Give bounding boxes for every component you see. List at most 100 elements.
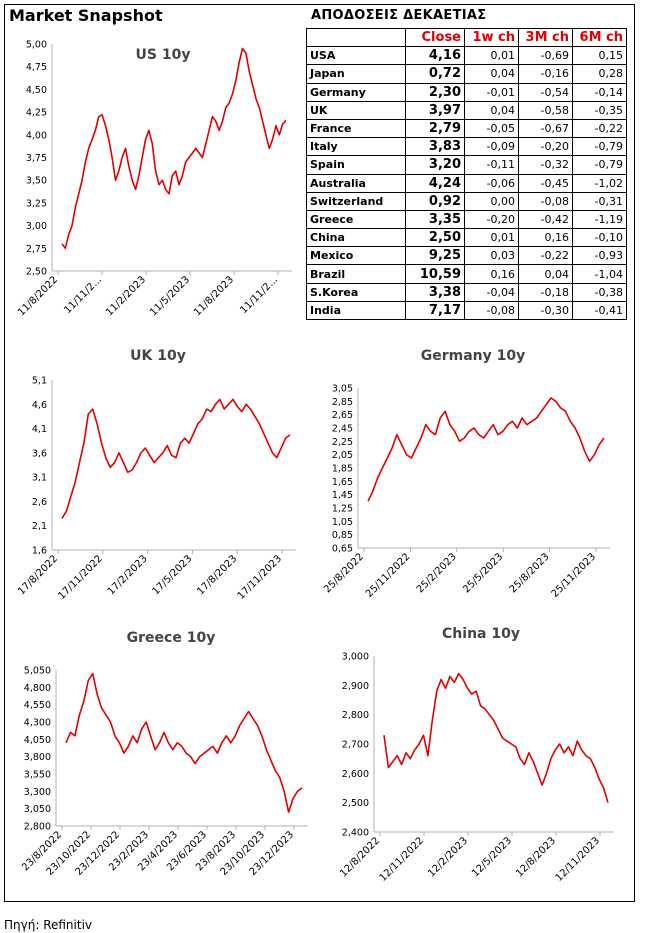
- table-header-cell: Close: [405, 27, 465, 48]
- y-tick-label: 2,75: [26, 244, 47, 255]
- close-cell: 0,72: [405, 64, 465, 84]
- y-tick-label: 4,1: [32, 424, 47, 435]
- country-cell: Australia: [306, 173, 406, 193]
- y-tick-label: 3,00: [26, 221, 47, 232]
- change-3m-cell: -0,58: [518, 100, 573, 120]
- table-header-cell: 1w ch: [464, 27, 519, 48]
- close-cell: 4,16: [405, 46, 465, 66]
- y-tick-label: 3,000: [342, 652, 369, 663]
- change-1w-cell: -0,04: [464, 282, 519, 302]
- chart-title: China 10y: [442, 626, 520, 642]
- table-body: USA 4,16 0,01 -0,69 0,15 Japan 0,72 0,04 -0,16 0,…: [306, 46, 627, 321]
- change-3m-cell: -0,32: [518, 155, 573, 175]
- chart-title: Germany 10y: [421, 348, 526, 364]
- series-line: [65, 672, 303, 813]
- x-tick-label: 17/11/2022: [56, 553, 105, 602]
- x-tick-label: 25/2/2023: [415, 551, 459, 595]
- germany-10y-chart: Germany 10y 0,65 0,85 1,05 1,25 1,45 1,65 1,85 2…: [322, 348, 610, 600]
- y-tick-label: 4,050: [24, 735, 51, 746]
- series-line: [61, 47, 287, 250]
- change-1w-cell: -0,20: [464, 209, 519, 230]
- y-tick-label: 2,50: [26, 267, 47, 278]
- table-row: Switzerland 0,92 0,00 -0,08 -0,31: [306, 191, 627, 211]
- chart-title: UK 10y: [130, 348, 186, 364]
- change-3m-cell: 0,16: [518, 228, 573, 248]
- change-6m-cell: -1,19: [572, 209, 627, 230]
- y-tick-label: 3,300: [24, 787, 51, 798]
- x-tick-label: 12/2/2023: [426, 835, 470, 879]
- change-1w-cell: 0,01: [464, 46, 519, 66]
- y-tick-label: 3,050: [24, 804, 51, 815]
- country-cell: S.Korea: [306, 282, 406, 302]
- x-tick-label: 11/2/2023: [104, 274, 148, 318]
- change-6m-cell: -0,35: [572, 100, 627, 120]
- table-row: USA 4,16 0,01 -0,69 0,15: [306, 46, 627, 66]
- change-6m-cell: 0,15: [572, 46, 627, 66]
- y-tick-label: 1,6: [32, 546, 47, 557]
- y-tick-label: 2,45: [332, 424, 353, 435]
- table-header-cell: 3M ch: [518, 27, 573, 48]
- table-header-cell: [306, 27, 406, 48]
- x-tick-label: 11/11/2...: [62, 274, 104, 316]
- change-1w-cell: -0,08: [464, 300, 519, 321]
- table-row: Australia 4,24 -0,06 -0,45 -1,02: [306, 173, 627, 193]
- us-10y-chart: US 10y 2,50 2,75 3,00 3,25 3,50 3,75 4,00 4,25 4,…: [16, 40, 292, 318]
- y-tick-label: 2,400: [342, 828, 369, 839]
- close-cell: 0,92: [405, 191, 465, 211]
- table-row: Brazil 10,59 0,16 0,04 -1,04: [306, 264, 627, 284]
- country-cell: Italy: [306, 137, 406, 157]
- y-tick-label: 2,6: [32, 497, 47, 508]
- change-6m-cell: -1,04: [572, 264, 627, 284]
- y-tick-label: 1,25: [332, 504, 353, 515]
- table-row: France 2,79 -0,05 -0,67 -0,22: [306, 118, 627, 139]
- change-6m-cell: -1,02: [572, 173, 627, 193]
- table-header-row: Close 1w ch 3M ch 6M ch: [306, 27, 627, 48]
- series-line: [367, 397, 605, 502]
- change-3m-cell: -0,18: [518, 282, 573, 302]
- chart-title: US 10y: [136, 47, 191, 63]
- change-3m-cell: -0,30: [518, 300, 573, 321]
- x-tick-label: 17/11/2023: [236, 553, 285, 602]
- change-6m-cell: -0,79: [572, 137, 627, 157]
- x-tick-label: 11/8/2022: [16, 274, 60, 318]
- change-6m-cell: -0,31: [572, 191, 627, 211]
- y-tick-label: 2,900: [342, 681, 369, 692]
- table-row: China 2,50 0,01 0,16 -0,10: [306, 228, 627, 248]
- x-tick-label: 11/8/2023: [192, 274, 236, 318]
- y-tick-label: 3,6: [32, 448, 47, 459]
- y-tick-label: 2,800: [342, 710, 369, 721]
- y-tick-label: 1,65: [332, 477, 353, 488]
- change-1w-cell: 0,01: [464, 228, 519, 248]
- table-row: Italy 3,83 -0,09 -0,20 -0,79: [306, 137, 627, 157]
- table-row: Spain 3,20 -0,11 -0,32 -0,79: [306, 155, 627, 175]
- change-1w-cell: -0,01: [464, 82, 519, 102]
- change-3m-cell: -0,42: [518, 209, 573, 230]
- source-note: Πηγή: Refinitiv: [4, 918, 93, 932]
- country-cell: China: [306, 228, 406, 248]
- chart-title: Greece 10y: [127, 630, 216, 646]
- x-tick-label: 12/11/2023: [554, 835, 603, 884]
- y-tick-label: 5,050: [24, 666, 51, 677]
- change-6m-cell: -0,38: [572, 282, 627, 302]
- y-tick-label: 2,85: [332, 397, 353, 408]
- change-3m-cell: 0,04: [518, 264, 573, 284]
- change-3m-cell: -0,45: [518, 173, 573, 193]
- country-cell: Brazil: [306, 264, 406, 284]
- y-tick-label: 4,75: [26, 62, 47, 73]
- y-tick-label: 5,1: [32, 376, 47, 387]
- y-tick-label: 3,05: [332, 384, 353, 395]
- table-row: Germany 2,30 -0,01 -0,54 -0,14: [306, 82, 627, 102]
- change-1w-cell: -0,06: [464, 173, 519, 193]
- change-1w-cell: 0,03: [464, 246, 519, 266]
- y-tick-label: 2,25: [332, 437, 353, 448]
- y-tick-label: 3,800: [24, 752, 51, 763]
- country-cell: India: [306, 300, 406, 321]
- table-row: Greece 3,35 -0,20 -0,42 -1,19: [306, 209, 627, 230]
- y-tick-label: 4,6: [32, 400, 47, 411]
- change-3m-cell: -0,08: [518, 191, 573, 211]
- change-3m-cell: -0,54: [518, 82, 573, 102]
- y-tick-label: 3,25: [26, 198, 47, 209]
- country-cell: France: [306, 118, 406, 139]
- close-cell: 3,83: [405, 137, 465, 157]
- close-cell: 4,24: [405, 173, 465, 193]
